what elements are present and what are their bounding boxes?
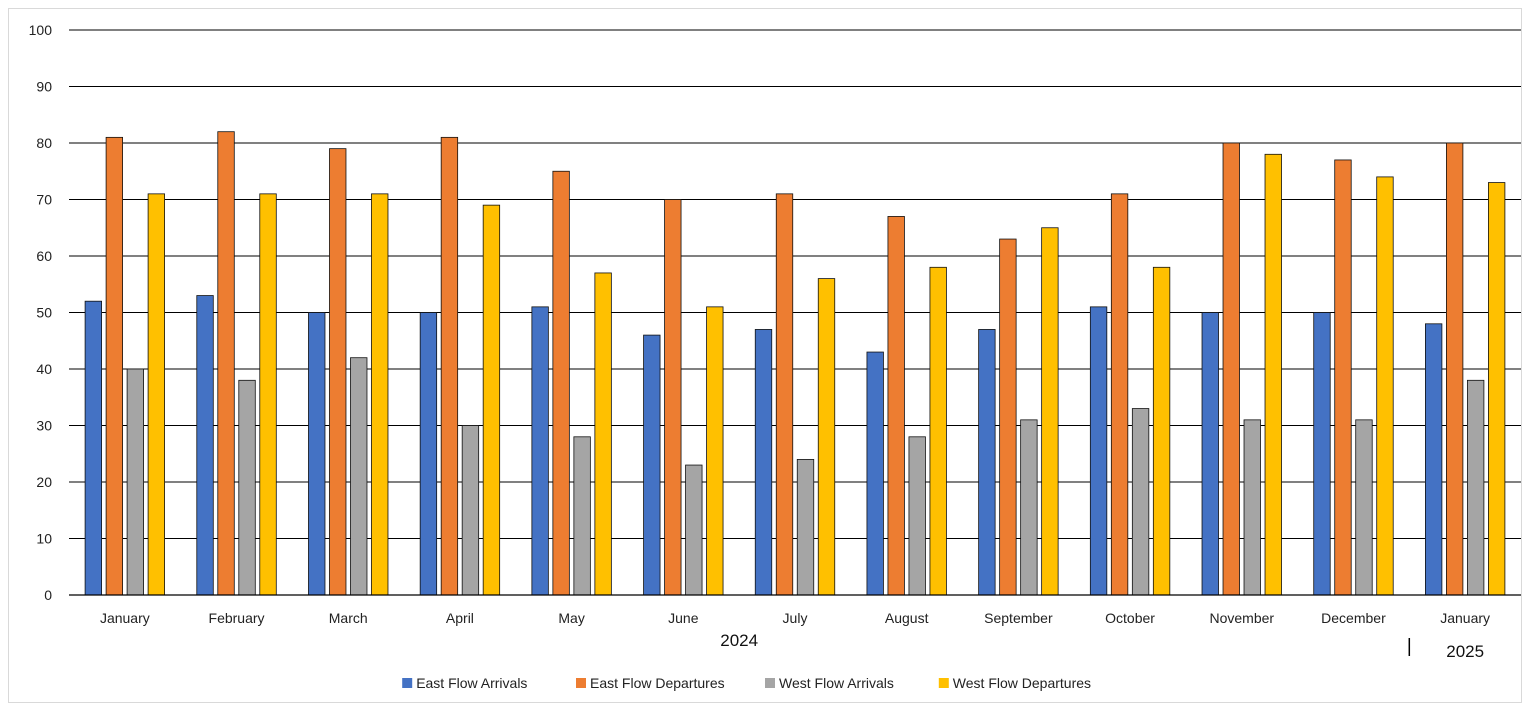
legend-label: East Flow Departures [590,675,725,691]
bar [1467,379,1485,596]
bar [371,193,389,596]
bar [126,368,144,596]
bar [887,216,905,596]
bar [1355,419,1373,596]
bar [1264,153,1282,596]
y-tick-label: 10 [36,531,52,547]
bar [238,379,256,596]
bar [929,266,947,596]
bar [866,351,884,596]
bar [147,193,165,596]
bar [461,425,480,596]
bar [1110,193,1129,596]
bar [1334,159,1352,596]
bar [685,464,703,596]
x-axis-group-labels: 2024 2025 [720,631,1484,661]
bar [217,131,235,596]
bar [105,136,123,596]
x-tick-label: July [783,610,808,626]
y-tick-label: 90 [36,79,52,95]
bar [594,272,612,596]
bar [1376,176,1394,596]
bar [1020,419,1038,596]
x-tick-label: September [984,610,1053,626]
x-group-label: 2024 [720,631,758,650]
legend-swatch [765,678,775,688]
x-tick-label: June [668,610,699,626]
bar [350,357,368,596]
x-axis-category-labels: January February March April May June July Augu… [100,610,1490,626]
bar [573,436,591,596]
bar [531,306,549,596]
bar [440,136,459,596]
y-tick-label: 0 [44,587,52,603]
bar [308,312,326,596]
y-tick-label: 80 [36,135,52,151]
bar [706,306,724,596]
bar [552,170,570,596]
bar [1041,227,1059,596]
bar [84,300,102,596]
x-group-label: 2025 [1446,642,1484,661]
x-tick-label: May [558,610,584,626]
legend-label: West Flow Departures [953,675,1091,691]
x-tick-label: December [1321,610,1386,626]
x-tick-label: April [446,610,474,626]
bar [1089,306,1108,596]
bar [1446,142,1464,596]
x-tick-label: November [1209,610,1274,626]
x-tick-label: January [100,610,150,626]
bar [643,334,661,596]
bar [1222,142,1240,596]
y-tick-label: 20 [36,474,52,490]
y-tick-label: 50 [36,305,52,321]
bar [1201,312,1219,596]
bar [196,295,214,596]
bar [419,312,438,596]
bar [482,204,501,596]
y-tick-label: 60 [36,248,52,264]
bar [1425,323,1443,596]
bar [999,238,1017,596]
bar [1488,182,1506,596]
x-tick-label: March [329,610,368,626]
x-tick-label: October [1105,610,1155,626]
bar [1243,419,1261,596]
bar [1313,312,1331,596]
bar [259,193,277,596]
bar [329,148,347,596]
bar [908,436,926,596]
legend-swatch [938,678,949,688]
bar [1131,408,1150,596]
bar [817,278,836,596]
x-tick-label: August [885,610,929,626]
legend: East Flow Arrivals East Flow Departures We… [402,675,1091,691]
bar [754,329,773,596]
legend-label: East Flow Arrivals [416,675,527,691]
y-tick-label: 100 [29,22,53,38]
x-tick-label: February [209,610,265,626]
bar [978,329,996,596]
y-tick-label: 40 [36,361,52,377]
y-tick-label: 70 [36,192,52,208]
y-axis-tick-labels: 0 10 20 30 40 50 60 70 80 90 100 [29,22,53,603]
y-tick-label: 30 [36,418,52,434]
bar [775,193,794,596]
bar [664,199,682,596]
bar [796,458,815,596]
bar [1152,266,1171,596]
legend-swatch [402,678,413,688]
legend-label: West Flow Arrivals [779,675,894,691]
x-tick-label: January [1440,610,1490,626]
bars [84,131,1506,596]
legend-swatch [576,678,586,688]
